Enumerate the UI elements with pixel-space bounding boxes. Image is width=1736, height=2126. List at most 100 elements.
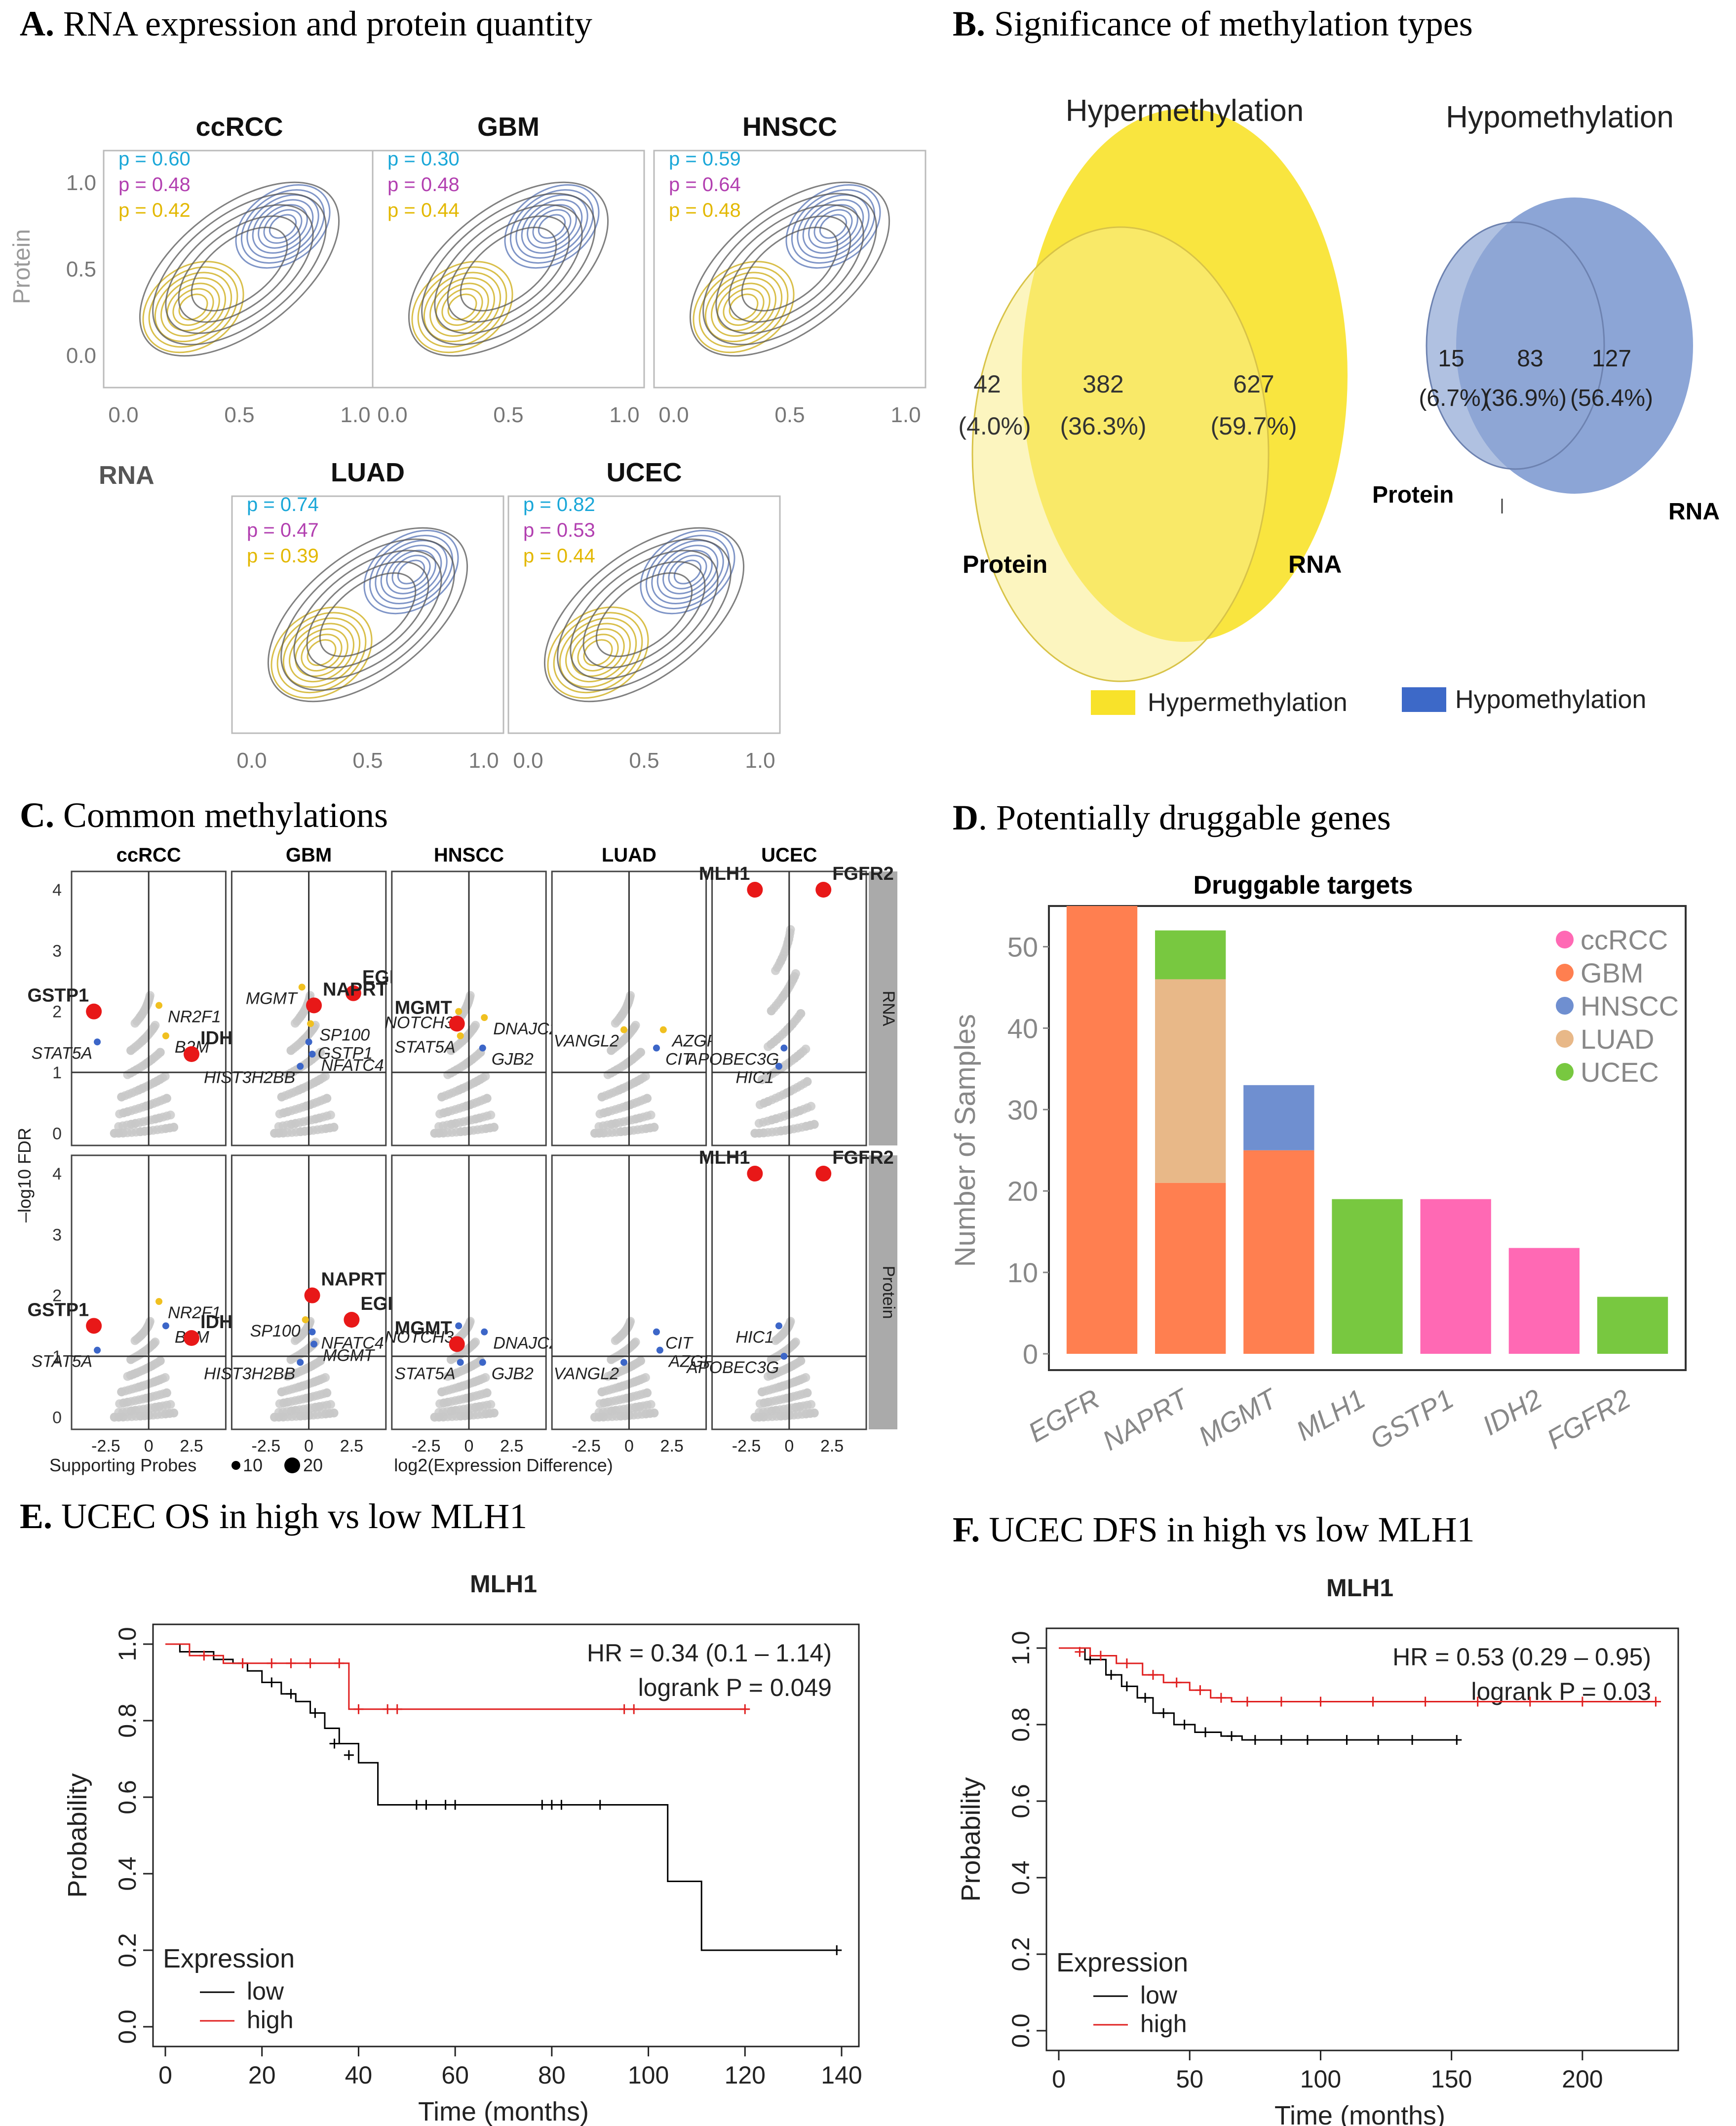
gene-point	[481, 1328, 488, 1336]
hyper-rna-only-pct: (59.7%)	[1210, 412, 1297, 440]
background-point	[458, 1084, 467, 1093]
volcano-x-tick: 0	[304, 1437, 313, 1456]
background-point	[475, 1075, 485, 1084]
background-point	[627, 1055, 637, 1064]
volcano-y-tick: 0	[52, 1408, 62, 1427]
hypo-protein-only: 15	[1438, 346, 1464, 372]
km-x-tick: 0	[1052, 2065, 1066, 2093]
legend-label: ccRCC	[1581, 924, 1668, 955]
background-point	[467, 1055, 477, 1064]
gene-label: HIST3H2BB	[204, 1364, 295, 1383]
km-y-tick: 1.0	[1007, 1631, 1035, 1665]
km-y-tick: 1.0	[114, 1627, 141, 1661]
p-value-0: p = 0.59	[669, 148, 741, 170]
contour-line-low	[565, 623, 631, 683]
panel-f-letter: F.	[953, 1510, 980, 1549]
background-point	[757, 1387, 767, 1397]
volcano-y-tick: 4	[52, 881, 62, 900]
p-value-0: p = 0.74	[247, 494, 319, 515]
volcano-row-rna: 01234RNAGSTP1NR2F1B2MIDH2STAT5AMGMTEGFRN…	[28, 864, 898, 1146]
contour-line-high	[791, 189, 876, 264]
background-point	[650, 1408, 659, 1417]
km-ylabel: Probability	[63, 1773, 92, 1897]
contour-line-high	[397, 559, 425, 585]
contour-line-all	[178, 215, 301, 323]
contour-panel-ucec: UCEC p = 0.82 p = 0.53 p = 0.44 0.0 0.5 1.0	[507, 458, 781, 773]
volcano-y-tick: 0	[52, 1124, 62, 1143]
km-censor-mark-low	[1200, 1727, 1211, 1737]
background-point	[759, 1412, 768, 1421]
km-x-tick: 50	[1176, 2065, 1203, 2093]
p-value-2: p = 0.42	[118, 199, 191, 221]
contour-line-high	[521, 199, 583, 254]
km-title: MLH1	[1326, 1574, 1393, 1602]
gene-point	[481, 1014, 488, 1021]
bar-ylabel: Number of Samples	[949, 1014, 981, 1267]
gene-point	[310, 1340, 318, 1348]
background-points	[590, 991, 659, 1138]
km-legend-title: Expression	[163, 1944, 295, 1973]
background-point	[451, 1406, 461, 1415]
background-point	[796, 1375, 805, 1384]
background-points	[750, 1317, 819, 1422]
background-point	[620, 1034, 629, 1044]
contour-line-all	[306, 561, 429, 669]
background-point	[132, 1368, 141, 1378]
gene-label: STAT5A	[394, 1364, 455, 1383]
background-point	[162, 1094, 171, 1103]
gene-point	[344, 1312, 360, 1328]
bar-naprt-ucec	[1155, 930, 1226, 980]
contour-line-all	[689, 181, 890, 357]
background-point	[297, 1330, 307, 1339]
cancer-title: UCEC	[606, 458, 682, 487]
volcano-x-tick: 2.5	[340, 1437, 363, 1456]
background-point	[451, 1119, 461, 1128]
contour-line-all	[408, 181, 609, 357]
legend-dot-ucec	[1556, 1063, 1574, 1081]
contour-line-all	[421, 193, 596, 346]
x-tick-label: 1.0	[890, 403, 921, 427]
hypo-overlap-outline	[1426, 221, 1605, 470]
x-tick-label: 0.0	[658, 403, 689, 427]
legend-hyper-swatch	[1091, 690, 1135, 715]
gene-label: SP100	[250, 1322, 301, 1340]
background-point	[643, 1094, 652, 1103]
km-censor-mark-high	[1315, 1696, 1326, 1707]
contour-frame	[103, 150, 376, 389]
km-censor-mark-high	[1242, 1696, 1252, 1707]
background-point	[810, 1120, 819, 1129]
background-point	[149, 1339, 158, 1348]
legend-label: UCEC	[1581, 1057, 1659, 1088]
background-point	[439, 1412, 448, 1421]
km-censor-mark-low	[440, 1800, 451, 1810]
gene-point	[307, 1020, 314, 1027]
gene-label: NAPRT	[323, 979, 387, 1000]
volcano-cancer-title: ccRCC	[116, 844, 181, 866]
background-point	[166, 1110, 175, 1120]
km-censor-mark-high	[1148, 1670, 1158, 1680]
km-censor-mark-high	[1195, 1685, 1205, 1695]
legend-hyper-label: Hypermethylation	[1148, 688, 1348, 717]
background-point	[439, 1128, 448, 1138]
volcano-y-tick: 3	[52, 1225, 62, 1244]
hyper-both: 382	[1082, 370, 1123, 398]
volcano-x-tick: 2.5	[660, 1437, 684, 1456]
background-point	[149, 1023, 158, 1032]
size-legend-large-label: 20	[303, 1455, 323, 1475]
volcano-panel-ccrcc: GSTP1NR2F1B2MIDH2STAT5A	[28, 1154, 243, 1430]
gene-point	[659, 1026, 667, 1033]
panel-e: E. UCEC OS in high vs low MLH1 MLH1 0.0 0.…	[20, 1496, 862, 2126]
size-legend-small-dot	[231, 1461, 240, 1470]
hypo-rna-label: RNA	[1668, 499, 1720, 525]
volcano-x-tick: -2.5	[252, 1437, 281, 1456]
contour-line-all	[715, 204, 864, 334]
km-xlabel: Time (months)	[418, 2097, 589, 2126]
background-point	[603, 1398, 613, 1407]
x-tick-label: 1.0	[468, 748, 499, 773]
gene-label: DNAJC2	[493, 1334, 558, 1353]
background-point	[155, 1048, 165, 1057]
bar-x-tick: NAPRT	[1097, 1382, 1195, 1457]
km-censor-mark-low	[1227, 1731, 1237, 1741]
